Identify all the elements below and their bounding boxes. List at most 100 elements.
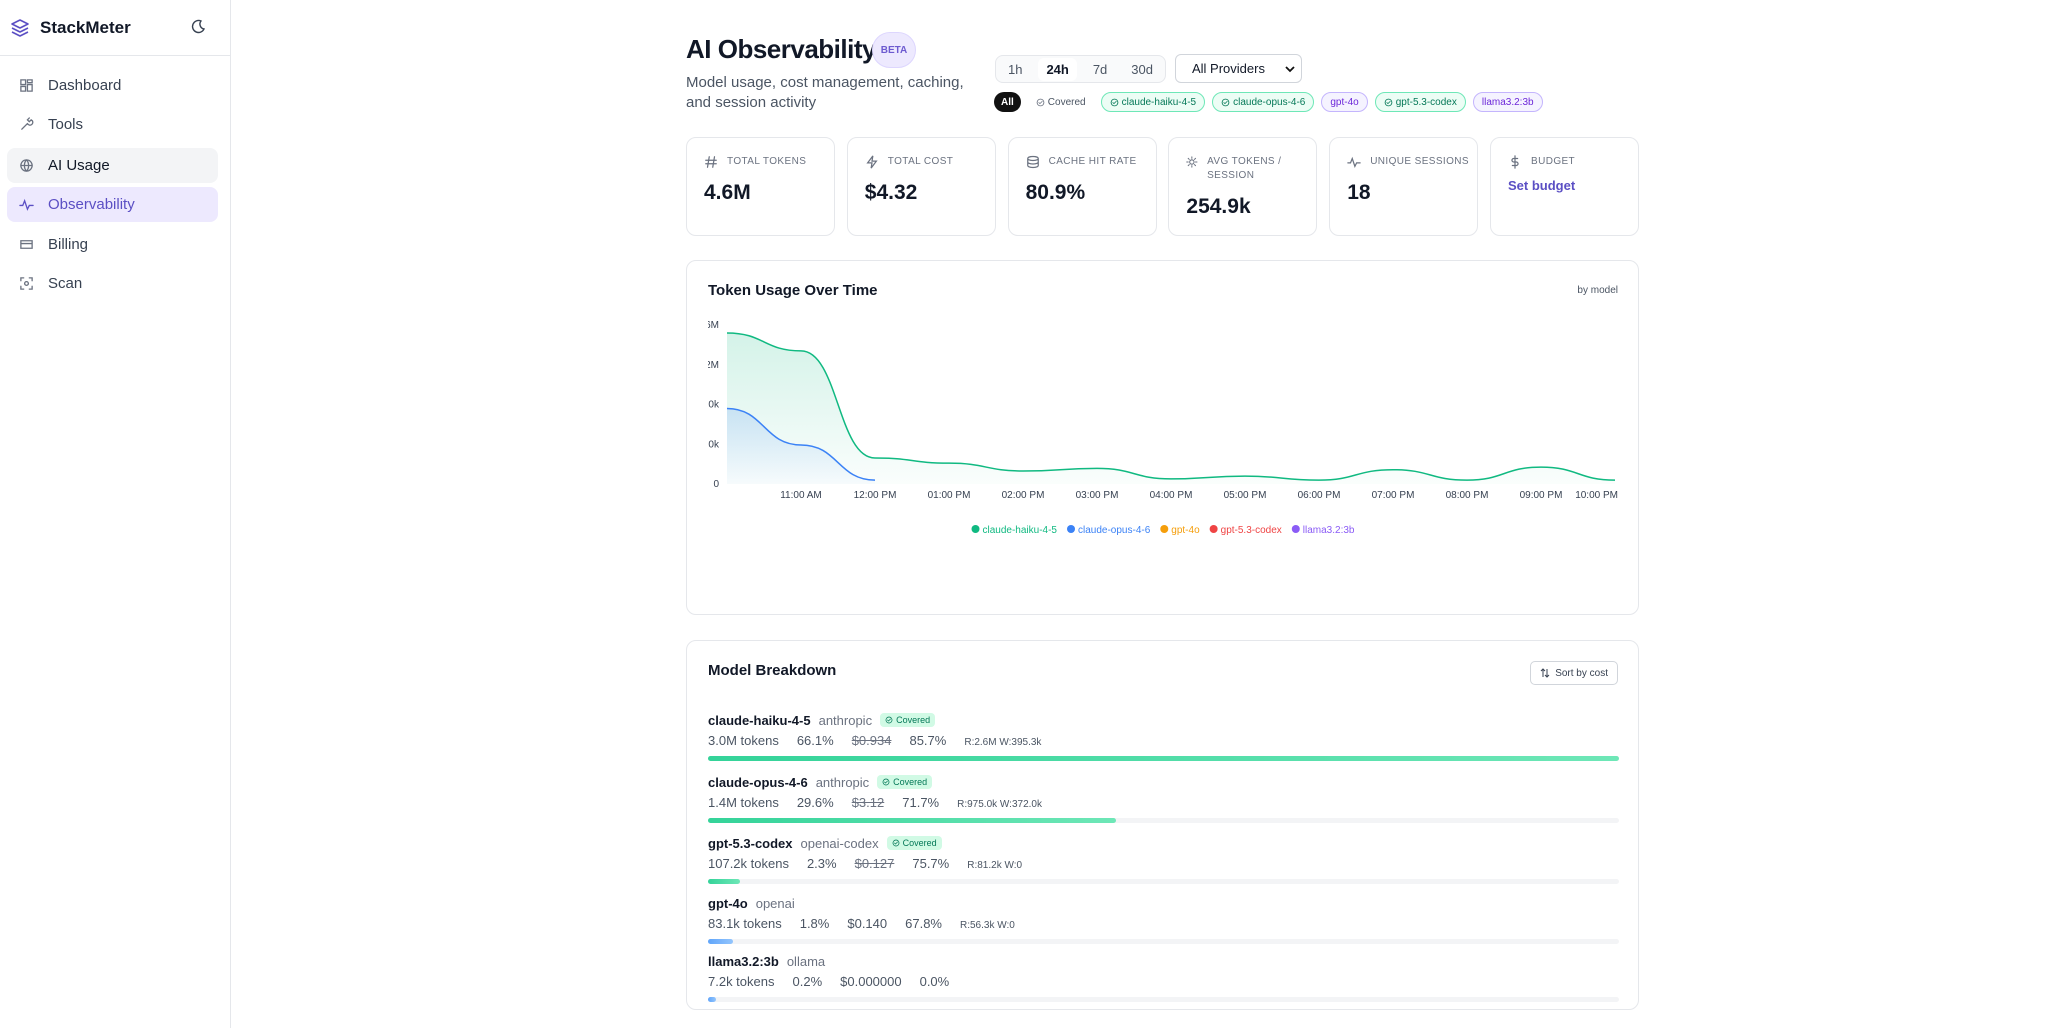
- chevron: [1285, 65, 1295, 72]
- filter-chip[interactable]: gpt-4o: [1321, 92, 1368, 112]
- model-tokens: 7.2k tokens: [708, 974, 775, 989]
- filter-chip[interactable]: claude-haiku-4-5: [1100, 92, 1206, 112]
- filter-chip-label: llama3.2:3b: [1481, 96, 1534, 108]
- model-read-write: R:2.6M W:395.3k: [964, 737, 1042, 748]
- x-tick-label: 09:00 PM: [1520, 490, 1563, 501]
- stat-link[interactable]: Set budget: [1508, 178, 1576, 193]
- x-tick-label: 07:00 PM: [1372, 490, 1415, 501]
- nav-item[interactable]: Observability: [7, 187, 218, 222]
- y-tick-labels: 0 400k 800k 1.2M 1.6M: [697, 320, 720, 490]
- model-read-write: R:975.0k W:372.0k: [957, 799, 1042, 810]
- model-row: gpt-5.3-codex openai-codex Covered 107.2k t…: [708, 834, 1619, 884]
- model-share: 66.1%: [796, 733, 834, 748]
- provider-select[interactable]: All Providers: [1175, 54, 1302, 83]
- filter-chip[interactable]: llama3.2:3b: [1472, 92, 1543, 112]
- sort-icon: [1540, 668, 1550, 678]
- line: [726, 407, 876, 481]
- divider: [0, 55, 231, 56]
- model-stats: 1.4M tokens 29.6% $3.12 71.7% R:975.0k W:372…: [708, 795, 1619, 813]
- icon: [20, 79, 33, 92]
- share-bar: [708, 879, 740, 884]
- icon: [1511, 155, 1519, 169]
- time-range-group: 1h 24h 7d 30d: [995, 55, 1166, 83]
- stat-value: 254.9k: [1186, 195, 1251, 218]
- model-name: llama3.2:3b: [708, 953, 779, 969]
- brand[interactable]: StackMeter: [10, 14, 131, 42]
- y-tick-label: 400k: [697, 439, 720, 450]
- model-provider: openai: [755, 895, 795, 911]
- legend-label: llama3.2:3b: [1303, 525, 1355, 536]
- nav-item[interactable]: Billing: [7, 227, 218, 262]
- model-provider: anthropic: [815, 774, 870, 790]
- y-tick-label: 0: [713, 479, 719, 490]
- filter-chip[interactable]: gpt-5.3-codex: [1374, 92, 1466, 112]
- model-cost: $0.934: [851, 733, 892, 748]
- model-name: gpt-4o: [708, 895, 748, 911]
- sort-button[interactable]: Sort by cost: [1530, 661, 1618, 685]
- model-cache-rate: 0.0%: [919, 974, 950, 989]
- model-tokens: 1.4M tokens: [708, 795, 779, 810]
- time-range-button[interactable]: 1h: [1007, 61, 1023, 77]
- filter-chips: All Covered claude-haiku-4-5 claude-opus-4-…: [994, 92, 1543, 112]
- stat-card: UNIQUE SESSIONS 18: [1329, 137, 1479, 236]
- icon: [19, 198, 34, 211]
- legend-swatch: [1067, 525, 1076, 533]
- model-cost: $0.000000: [840, 974, 902, 989]
- time-range-button[interactable]: 30d: [1131, 61, 1153, 77]
- covered-badge: Covered: [877, 775, 933, 789]
- icon: [1384, 98, 1392, 106]
- stat-header: BUDGET: [1508, 155, 1633, 169]
- model-provider: openai-codex: [800, 835, 879, 851]
- share-track: [708, 818, 1619, 823]
- legend-swatch: [1209, 525, 1218, 533]
- legend-swatch: [971, 525, 980, 533]
- nav-label: Tools: [48, 116, 84, 133]
- chart-title: Token Usage Over Time: [708, 282, 878, 299]
- filter-chip[interactable]: Covered: [1028, 92, 1094, 112]
- model-share: 2.3%: [806, 856, 837, 871]
- y-tick-label: 800k: [697, 400, 720, 411]
- nav-label: Billing: [48, 236, 89, 253]
- model-breakdown-card: Model Breakdown Sort by cost claude-haik…: [686, 640, 1639, 1010]
- time-range-button[interactable]: 7d: [1092, 61, 1108, 77]
- icon: [1221, 98, 1230, 106]
- nav-label: Observability: [48, 196, 135, 213]
- nav-item[interactable]: AI Usage: [7, 148, 218, 183]
- x-tick-label: 05:00 PM: [1224, 490, 1267, 501]
- model-stats: 83.1k tokens 1.8% $0.140 67.8% R:56.3k W:0: [708, 916, 1619, 934]
- x-tick-label: 11:00 AM: [780, 490, 822, 501]
- filter-chip[interactable]: claude-opus-4-6: [1212, 92, 1315, 112]
- filter-chip[interactable]: All: [994, 92, 1021, 112]
- filter-chip-label: claude-haiku-4-5: [1121, 96, 1197, 108]
- model-cost: $0.140: [847, 916, 888, 931]
- theme-toggle[interactable]: [190, 19, 206, 35]
- model-cache-rate: 71.7%: [902, 795, 940, 810]
- x-tick-label: 03:00 PM: [1076, 490, 1119, 501]
- stat-label: TOTAL TOKENS: [727, 156, 807, 167]
- breakdown-title: Model Breakdown: [708, 662, 837, 679]
- nav-item[interactable]: Tools: [7, 107, 218, 142]
- legend-swatch: [1291, 525, 1300, 533]
- filter-chip-label: gpt-5.3-codex: [1395, 96, 1457, 108]
- stat-card: TOTAL TOKENS 4.6M: [686, 137, 835, 236]
- model-row: gpt-4o openai 83.1k tokens 1.8% $0.140 67.8% R…: [708, 894, 1619, 944]
- brand-logo: [11, 19, 29, 37]
- time-range-button[interactable]: 24h: [1038, 57, 1077, 81]
- icon: [892, 839, 899, 847]
- filter-chip-label: claude-opus-4-6: [1233, 96, 1306, 108]
- icon: [885, 716, 893, 724]
- x-tick-label: 12:00 PM: [854, 490, 897, 501]
- legend-label: gpt-4o: [1171, 525, 1200, 536]
- legend: claude-haiku-4-5 claude-opus-4-6 gpt-4o gpt…: [971, 525, 1355, 536]
- y-tick-label: 1.6M: [697, 320, 719, 331]
- share-track: [708, 756, 1619, 761]
- icon: [705, 156, 717, 168]
- provider-select-label: All Providers: [1192, 61, 1265, 76]
- model-header: gpt-5.3-codex openai-codex Covered: [708, 834, 1619, 852]
- nav-item[interactable]: Scan: [7, 266, 218, 301]
- nav-item[interactable]: Dashboard: [7, 68, 218, 103]
- covered-badge: Covered: [880, 713, 936, 727]
- icon: [866, 155, 878, 169]
- model-tokens: 3.0M tokens: [708, 733, 779, 748]
- stat-value: 4.6M: [704, 181, 751, 204]
